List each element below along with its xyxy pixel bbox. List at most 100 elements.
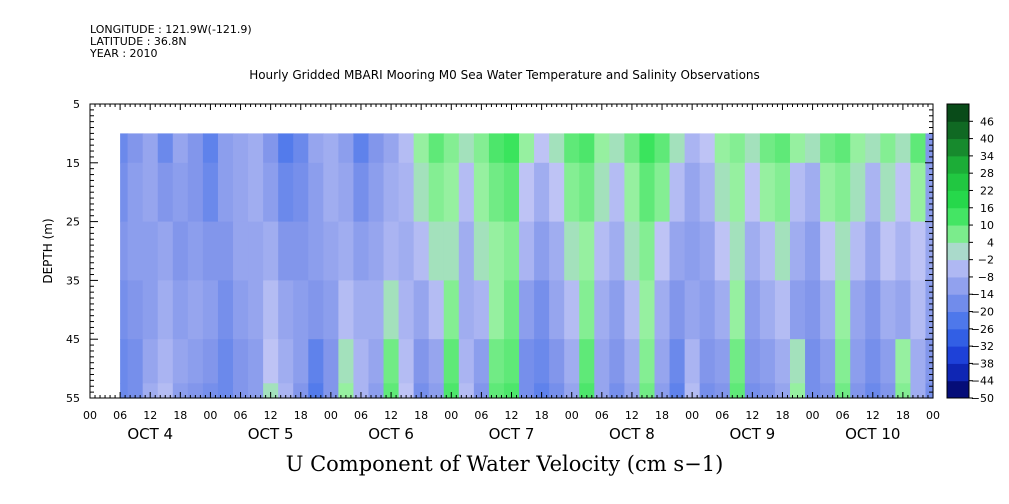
heatmap-cell: [910, 339, 927, 384]
heatmap-cell: [338, 280, 355, 340]
colorbar-swatch: [947, 380, 969, 399]
colorbar-label: −44: [971, 375, 994, 388]
heatmap-cell: [488, 383, 505, 399]
heatmap-cell: [609, 221, 625, 281]
x-hour-tick-label: 00: [926, 409, 940, 422]
heatmap-cell: [579, 339, 595, 384]
heatmap-cell: [534, 133, 550, 164]
colorbar-swatch: [947, 207, 969, 226]
heatmap-cell: [624, 383, 641, 399]
heatmap-cell: [669, 162, 686, 223]
heatmap-cell: [729, 383, 746, 399]
heatmap-cell: [443, 133, 460, 164]
heatmap-cell: [835, 383, 851, 399]
heatmap-cell: [458, 339, 475, 384]
heatmap-cell: [120, 383, 129, 399]
heatmap-cell: [729, 280, 746, 340]
heatmap-cell: [639, 133, 656, 164]
x-hour-tick-label: 18: [775, 409, 789, 422]
heatmap-cell: [519, 383, 535, 399]
heatmap-cell: [293, 280, 309, 340]
heatmap-cell: [428, 280, 445, 340]
heatmap-cell: [383, 383, 400, 399]
x-hour-tick-label: 18: [173, 409, 187, 422]
heatmap-cell: [473, 162, 490, 223]
heatmap-cell: [865, 339, 881, 384]
heatmap-cell: [172, 280, 189, 340]
colorbar-label: 10: [980, 219, 994, 232]
heatmap-cell: [443, 383, 460, 399]
x-hour-tick-label: 00: [806, 409, 820, 422]
heatmap-cell: [428, 339, 445, 384]
heatmap-cell: [293, 133, 309, 164]
heatmap-cell: [805, 280, 821, 340]
heatmap-cell: [413, 383, 430, 399]
heatmap-cell: [308, 339, 324, 384]
heatmap-cell: [594, 383, 610, 399]
colorbar-swatch: [947, 104, 969, 122]
heatmap-cell: [202, 162, 219, 223]
heatmap-cell: [895, 221, 912, 281]
heatmap-cell: [233, 339, 249, 384]
heatmap-cell: [744, 383, 761, 399]
heatmap-cell: [413, 133, 430, 164]
longitude-label: LONGITUDE : 121.9W(-121.9): [90, 23, 252, 36]
heatmap-cell: [925, 339, 934, 384]
heatmap-cell: [127, 133, 144, 164]
heatmap-cell: [338, 162, 355, 223]
heatmap-cell: [910, 383, 927, 399]
colorbar-swatch: [947, 363, 969, 382]
heatmap-cell: [217, 221, 234, 281]
heatmap-cell: [278, 221, 294, 281]
heatmap-cell: [383, 339, 400, 384]
heatmap-cells: [120, 133, 934, 399]
y-tick-label: 5: [73, 98, 80, 111]
heatmap-cell: [263, 339, 279, 384]
x-hour-tick-label: 12: [384, 409, 398, 422]
heatmap-cell: [187, 339, 204, 384]
heatmap-cell: [519, 133, 535, 164]
heatmap-cell: [503, 133, 520, 164]
heatmap-cell: [684, 339, 701, 384]
heatmap-cell: [458, 133, 475, 164]
x-hour-tick-label: 18: [294, 409, 308, 422]
heatmap-cell: [172, 162, 189, 223]
heatmap-cell: [443, 339, 460, 384]
x-hour-tick-label: 12: [866, 409, 880, 422]
x-day-label: OCT 7: [489, 425, 535, 443]
y-axis-label: DEPTH (m): [41, 218, 55, 283]
heatmap-cell: [699, 133, 716, 164]
heatmap-cell: [172, 221, 189, 281]
heatmap-cell: [699, 383, 716, 399]
colorbar-swatch: [947, 138, 969, 157]
heatmap-cell: [850, 280, 866, 340]
heatmap-cell: [142, 339, 159, 384]
heatmap-cell: [428, 133, 445, 164]
heatmap-cell: [413, 339, 430, 384]
heatmap-cell: [443, 280, 460, 340]
heatmap-cell: [774, 221, 791, 281]
heatmap-cell: [217, 280, 234, 340]
heatmap-cell: [850, 162, 866, 223]
x-day-label: OCT 10: [845, 425, 900, 443]
colorbar-swatch: [947, 225, 969, 243]
x-hour-tick-label: 00: [324, 409, 338, 422]
heatmap-cell: [549, 280, 565, 340]
heatmap-cell: [669, 221, 686, 281]
heatmap-cell: [120, 133, 129, 164]
heatmap-cell: [263, 133, 279, 164]
heatmap-cell: [293, 221, 309, 281]
heatmap-cell: [729, 133, 746, 164]
heatmap-cell: [473, 339, 490, 384]
colorbar-label: 4: [987, 236, 994, 249]
heatmap-cell: [579, 133, 595, 164]
colorbar-label: −26: [971, 323, 994, 336]
colorbar-frame: [946, 103, 970, 399]
heatmap-cell: [925, 383, 934, 399]
heatmap-cell: [263, 221, 279, 281]
heatmap-cell: [805, 162, 821, 223]
heatmap-cell: [654, 162, 671, 223]
colorbar-swatch: [947, 346, 969, 364]
x-hour-tick-label: 18: [655, 409, 669, 422]
colorbar-label: 16: [980, 202, 994, 215]
